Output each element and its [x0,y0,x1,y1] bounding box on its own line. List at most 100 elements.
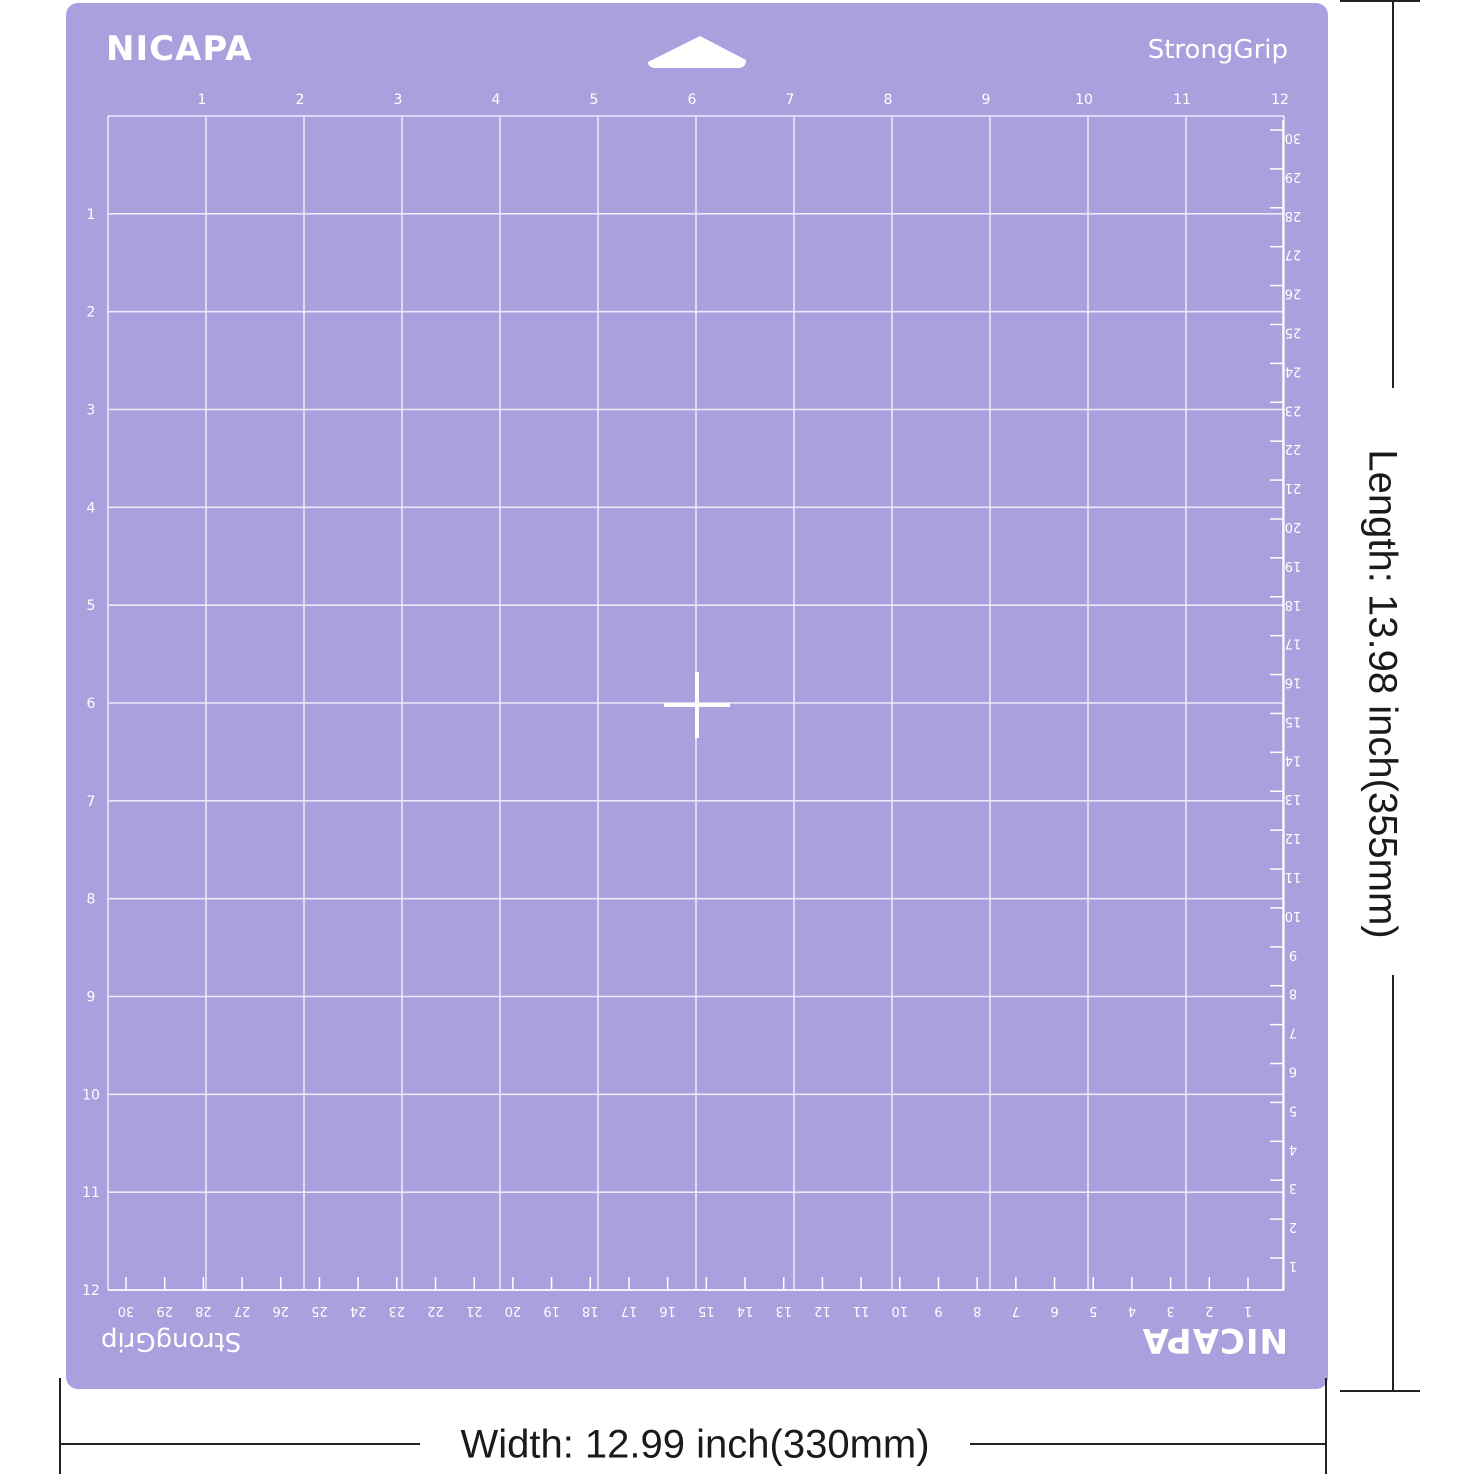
ruler-tick-label: 13 [775,1303,792,1318]
ruler-tick-label: 11 [853,1303,870,1318]
ruler-tick-label: 8 [1289,986,1297,1001]
grip-label-top: StrongGrip [1148,35,1288,65]
ruler-tick-label: 10 [892,1303,909,1318]
ruler-tick-label: 30 [118,1303,135,1318]
ruler-tick-label: 14 [1285,752,1302,767]
ruler-tick-label: 7 [87,794,96,810]
ruler-tick-label: 2 [296,92,305,108]
ruler-tick-label: 6 [87,696,96,712]
ruler-tick-label: 6 [1050,1303,1058,1318]
ruler-tick-label: 24 [1285,363,1302,378]
ruler-tick-label: 30 [1285,130,1302,145]
ruler-tick-label: 10 [1075,92,1093,108]
ruler-tick-label: 9 [934,1303,942,1318]
width-dimension-line [59,1378,1327,1474]
ruler-tick-label: 3 [394,92,403,108]
ruler-tick-label: 8 [884,92,893,108]
ruler-tick-label: 1 [1289,1258,1297,1273]
ruler-tick-label: 17 [1285,636,1302,651]
top-inch-ruler: 1 2 3 4 5 6 7 8 9 10 11 12 [198,92,1289,108]
ruler-tick-label: 9 [982,92,991,108]
ruler-tick-label: 22 [427,1303,444,1318]
ruler-tick-label: 25 [1285,324,1302,339]
ruler-tick-label: 1 [1244,1303,1252,1318]
ruler-tick-label: 4 [87,500,96,516]
ruler-tick-label: 5 [87,598,96,614]
ruler-tick-label: 16 [659,1303,676,1318]
ruler-tick-label: 19 [543,1303,560,1318]
ruler-tick-label: 26 [1285,286,1302,301]
ruler-tick-label: 24 [350,1303,367,1318]
brand-logo-bottom: NICAPA [1142,1320,1288,1360]
ruler-tick-label: 20 [1285,519,1302,534]
ruler-tick-label: 2 [1205,1303,1213,1318]
ruler-tick-label: 2 [87,305,96,321]
center-crosshair [664,672,730,738]
ruler-tick-label: 4 [1289,1141,1297,1156]
ruler-tick-label: 11 [1285,869,1302,884]
ruler-tick-label: 5 [590,92,599,108]
brand-logo-top: NICAPA [106,29,252,69]
width-label: Width: 12.99 inch(330mm) [460,1423,929,1467]
ruler-tick-label: 14 [737,1303,754,1318]
ruler-tick-label: 12 [1285,830,1302,845]
ruler-tick-label: 11 [82,1185,100,1201]
ruler-tick-label: 4 [492,92,501,108]
ruler-tick-label: 12 [814,1303,831,1318]
ruler-tick-label: 2 [1289,1219,1297,1234]
ruler-tick-label: 5 [1089,1303,1097,1318]
ruler-tick-label: 12 [1271,92,1289,108]
ruler-tick-label: 21 [1285,480,1302,495]
ruler-tick-label: 4 [1128,1303,1136,1318]
ruler-tick-label: 11 [1173,92,1191,108]
ruler-tick-label: 28 [1285,208,1302,223]
ruler-tick-label: 28 [195,1303,212,1318]
bottom-cm-ruler: 1234567891011121314151617181920212223242… [108,1277,1284,1318]
right-cm-ruler: 1234567891011121314151617181920212223242… [1270,120,1301,1290]
ruler-tick-label: 1 [198,92,207,108]
ruler-tick-label: 3 [87,403,96,419]
length-label: Length: 13.98 inch(355mm) [1360,449,1404,938]
ruler-tick-label: 19 [1285,558,1302,573]
ruler-tick-label: 3 [1166,1303,1174,1318]
ruler-tick-label: 27 [234,1303,251,1318]
ruler-tick-label: 6 [688,92,697,108]
ruler-tick-label: 25 [311,1303,328,1318]
ruler-tick-label: 21 [466,1303,483,1318]
hanging-hole [648,36,746,68]
ruler-tick-label: 29 [156,1303,173,1318]
ruler-tick-label: 23 [389,1303,406,1318]
ruler-tick-label: 23 [1285,402,1302,417]
ruler-tick-label: 5 [1289,1102,1297,1117]
ruler-tick-label: 8 [87,892,96,908]
ruler-tick-label: 3 [1289,1180,1297,1195]
ruler-tick-label: 1 [87,207,96,223]
ruler-tick-label: 29 [1285,169,1302,184]
inch-grid [107,115,1285,1291]
ruler-tick-label: 13 [1285,791,1302,806]
ruler-tick-label: 18 [582,1303,599,1318]
ruler-tick-label: 10 [82,1087,100,1103]
ruler-tick-label: 7 [1289,1025,1297,1040]
ruler-tick-label: 7 [1012,1303,1020,1318]
ruler-tick-label: 9 [87,990,96,1006]
ruler-tick-label: 10 [1285,908,1302,923]
ruler-tick-label: 20 [505,1303,522,1318]
ruler-tick-label: 26 [272,1303,289,1318]
ruler-tick-label: 9 [1289,947,1297,962]
grip-label-bottom: StrongGrip [101,1326,241,1356]
ruler-tick-label: 15 [1285,713,1302,728]
ruler-tick-label: 7 [786,92,795,108]
ruler-tick-label: 18 [1285,597,1302,612]
ruler-tick-label: 6 [1289,1064,1297,1079]
ruler-tick-label: 15 [698,1303,715,1318]
ruler-tick-label: 27 [1285,247,1302,262]
ruler-tick-label: 8 [973,1303,981,1318]
ruler-tick-label: 22 [1285,441,1302,456]
ruler-tick-label: 16 [1285,675,1302,690]
ruler-tick-label: 17 [621,1303,638,1318]
ruler-tick-label: 12 [82,1283,100,1299]
length-dimension-line [1340,0,1420,1392]
